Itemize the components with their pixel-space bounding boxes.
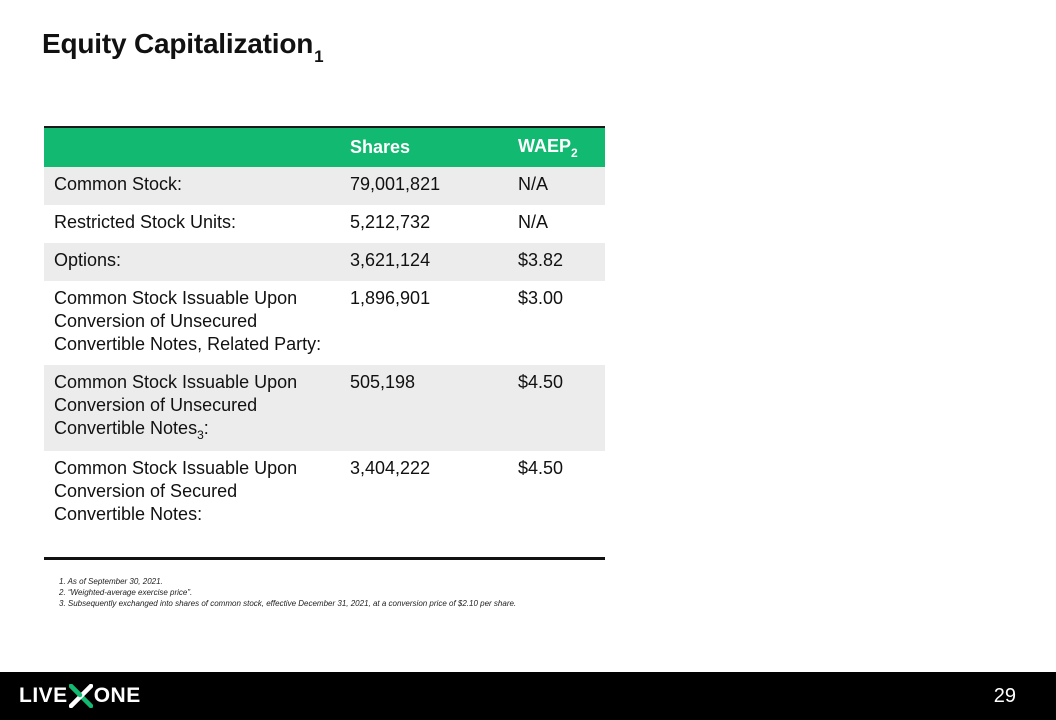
row-label-text: Common Stock Issuable Upon Conversion of… <box>54 372 298 438</box>
livexone-logo: LIVE ONE <box>19 682 141 710</box>
footer-bar: LIVE ONE 29 <box>0 672 1056 720</box>
logo-text-right: ONE <box>93 684 141 707</box>
table-row: Restricted Stock Units: 5,212,732 N/A <box>44 205 605 243</box>
header-label <box>44 127 340 167</box>
page-number: 29 <box>993 685 1016 707</box>
equity-table-container: Shares WAEP2 Common Stock: 79,001,821 N/… <box>44 126 605 560</box>
row-label-end: : <box>203 418 209 438</box>
table-header-row: Shares WAEP2 <box>44 127 605 167</box>
row-label: Common Stock Issuable Upon Conversion of… <box>54 458 298 524</box>
row-waep: $3.82 <box>518 250 564 270</box>
table-row: Common Stock: 79,001,821 N/A <box>44 167 605 205</box>
table-row: Options: 3,621,124 $3.82 <box>44 243 605 281</box>
page-title: Equity Capitalization1 <box>42 28 324 66</box>
footnote-2: 2. “Weighted-average exercise price”. <box>59 588 193 597</box>
row-shares: 505,198 <box>350 372 416 392</box>
row-shares: 3,404,222 <box>350 458 431 478</box>
logo-text-left: LIVE <box>19 684 68 707</box>
equity-capitalization-table: Shares WAEP2 Common Stock: 79,001,821 N/… <box>44 126 605 557</box>
table-row: Common Stock Issuable Upon Conversion of… <box>44 451 605 557</box>
footnote-3: 3. Subsequently exchanged into shares of… <box>59 599 517 608</box>
page-title-text: Equity Capitalization <box>42 28 314 59</box>
page-title-footnote-ref: 1 <box>314 47 324 66</box>
row-shares: 5,212,732 <box>350 212 431 232</box>
row-waep: $4.50 <box>518 458 564 478</box>
row-shares: 3,621,124 <box>350 250 431 270</box>
table-row: Common Stock Issuable Upon Conversion of… <box>44 365 605 451</box>
header-waep-footnote-ref: 2 <box>571 146 578 160</box>
row-label: Common Stock: <box>54 174 183 194</box>
x-mark-icon <box>68 684 93 708</box>
row-waep: $3.00 <box>518 288 564 308</box>
header-waep-text: WAEP <box>518 136 572 156</box>
row-label: Options: <box>54 250 122 270</box>
row-shares: 79,001,821 <box>350 174 441 194</box>
row-shares: 1,896,901 <box>350 288 431 308</box>
row-waep: N/A <box>518 212 549 232</box>
row-label: Common Stock Issuable Upon Conversion of… <box>54 288 322 354</box>
header-waep: WAEP2 <box>508 127 605 167</box>
footnote-1: 1. As of September 30, 2021. <box>59 577 163 586</box>
footnotes: 1. As of September 30, 2021. 2. “Weighte… <box>59 576 516 609</box>
row-label: Restricted Stock Units: <box>54 212 237 232</box>
row-waep: $4.50 <box>518 372 564 392</box>
header-shares: Shares <box>350 137 411 157</box>
table-row: Common Stock Issuable Upon Conversion of… <box>44 281 605 365</box>
row-label: Common Stock Issuable Upon Conversion of… <box>44 365 340 451</box>
table-bottom-rule <box>44 557 605 560</box>
row-waep: N/A <box>518 174 549 194</box>
row-label-footnote-ref: 3 <box>197 428 204 442</box>
